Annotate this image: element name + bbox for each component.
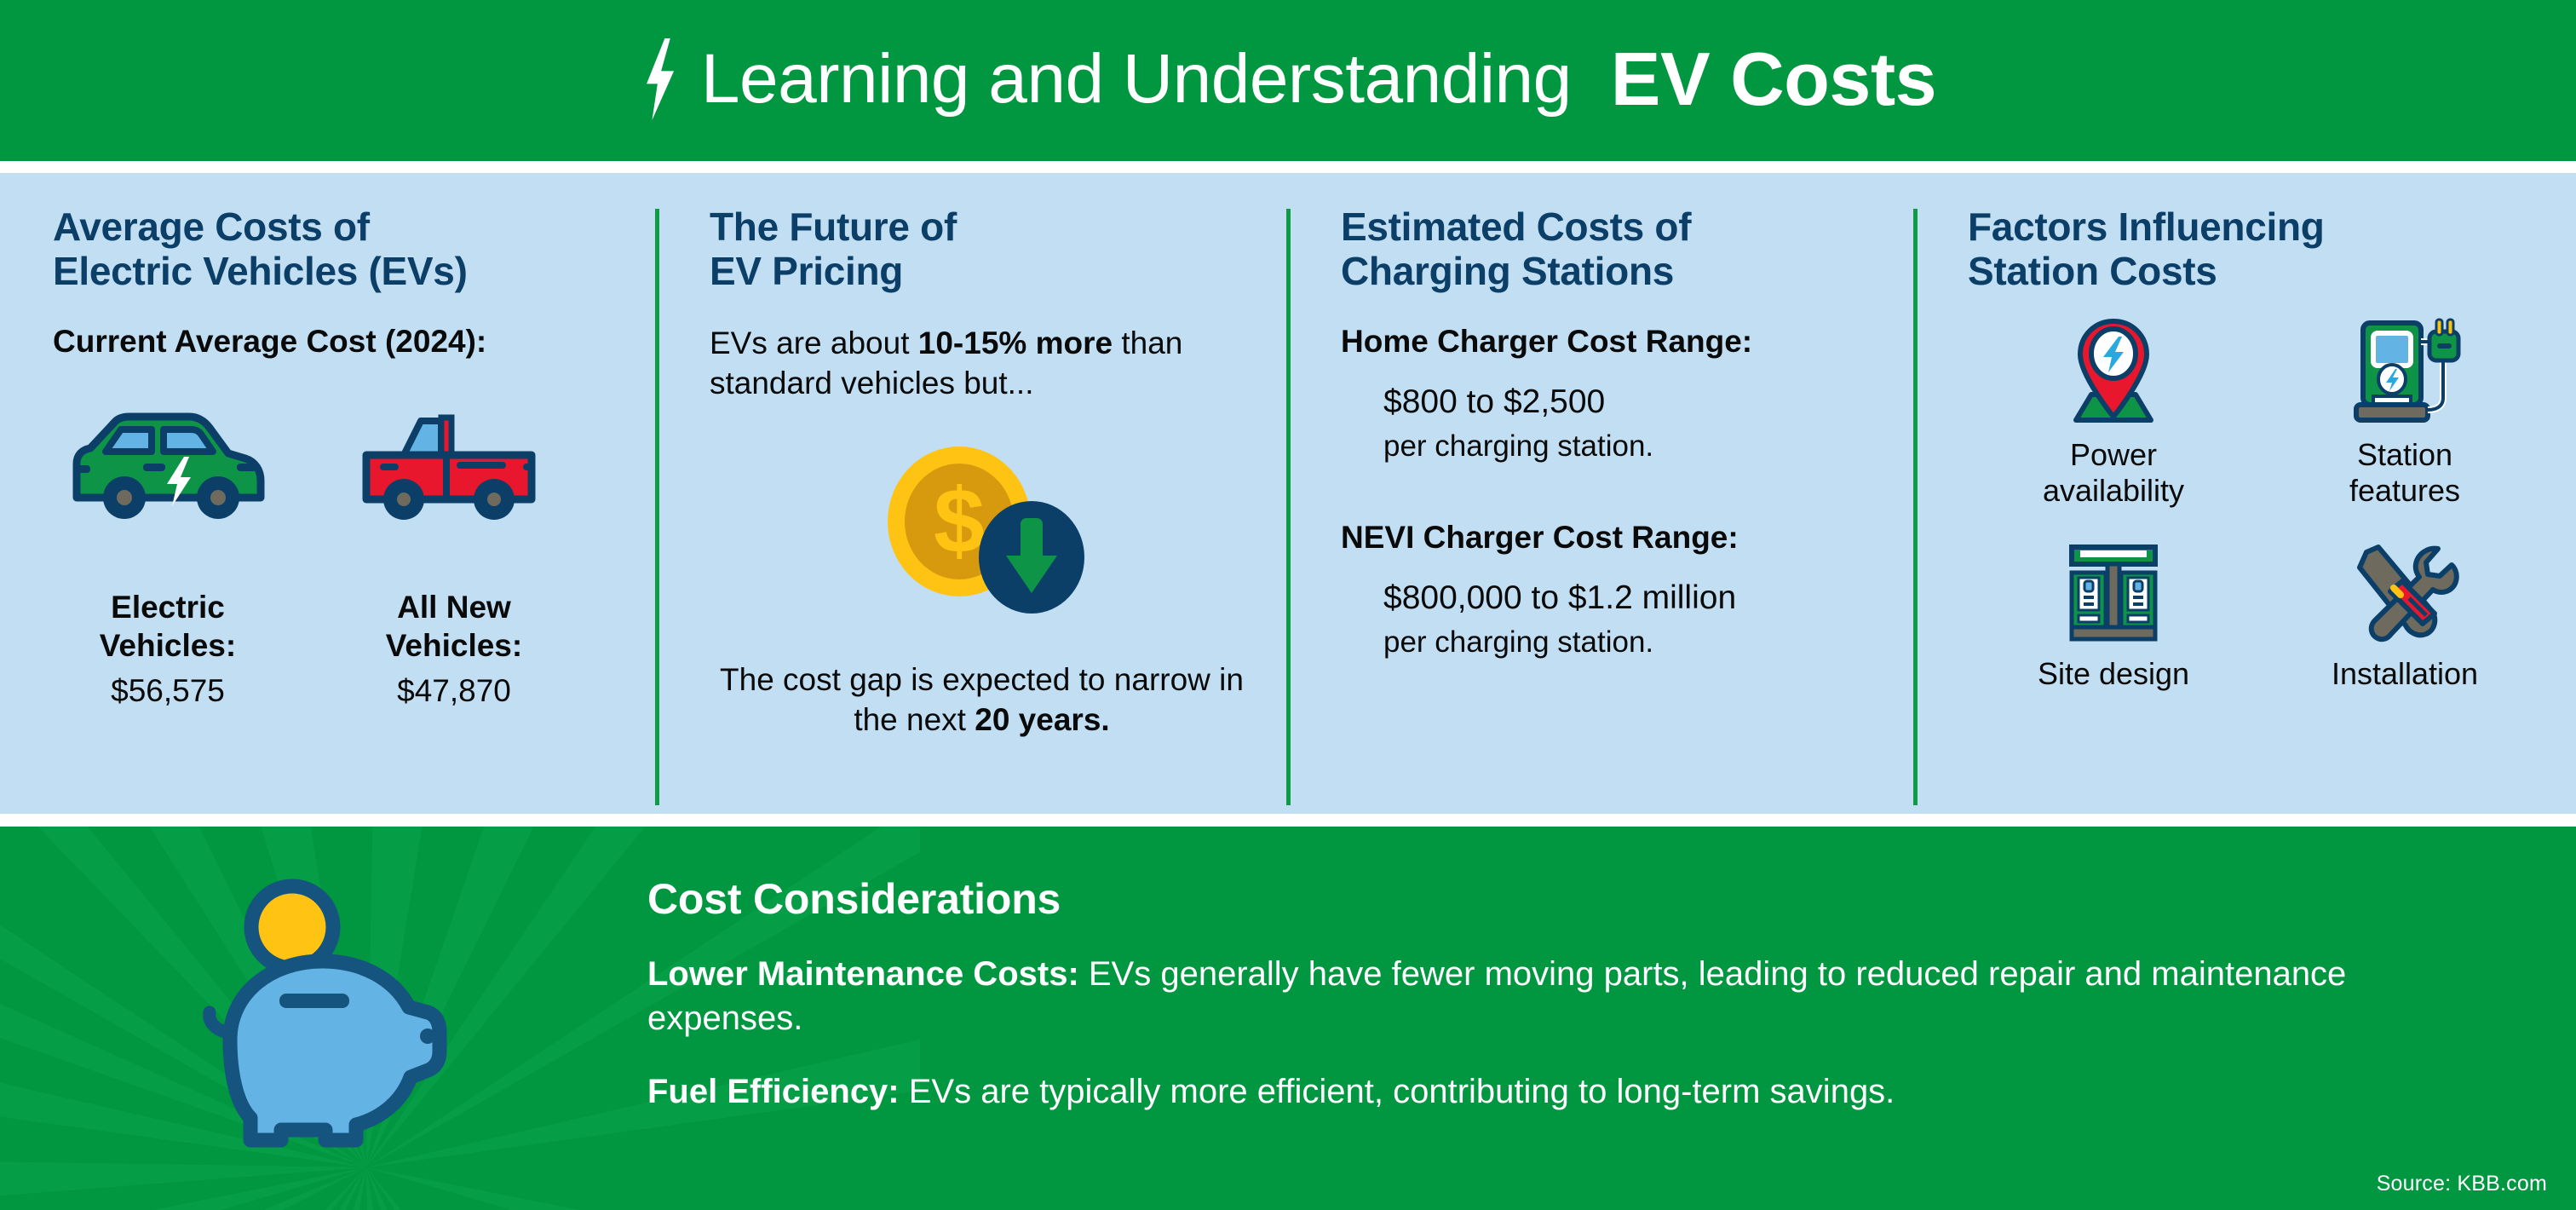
home-charger-amount: $800 to $2,500: [1383, 383, 1606, 421]
home-charger-per: per charging station.: [1383, 429, 1654, 464]
intro-prefix: EVs are about: [710, 325, 918, 360]
fuel-text: EVs are typically more efficient, contri…: [899, 1073, 1895, 1110]
all-new-vehicle-price: $47,870: [397, 673, 511, 709]
nevi-charger-amount: $800,000 to $1.2 million: [1383, 579, 1737, 617]
column-1-heading: Average Costs of Electric Vehicles (EVs): [53, 205, 468, 294]
factor-label-site-design: Site design: [2037, 656, 2190, 692]
lightning-bolt-icon: [646, 37, 674, 120]
vehicle-cell-all-new: All New Vehicles: $47,870: [339, 389, 569, 710]
column-divider-3: [1913, 209, 1918, 805]
factor-label-features: Station features: [2349, 436, 2461, 508]
page-title-light: Learning and Understanding: [700, 39, 1572, 118]
header-banner: Learning and Understanding EV Costs: [0, 0, 2576, 161]
nevi-charger-cost: $800,000 to $1.2 million per charging st…: [1341, 579, 1889, 662]
footer-title: Cost Considerations: [647, 875, 1061, 923]
column-station-cost-factors: Factors Influencing Station Costs Power …: [1915, 173, 2576, 814]
factor-site-design: Site design: [1968, 533, 2259, 692]
footer-paragraph-maintenance: Lower Maintenance Costs: EVs generally h…: [647, 952, 2474, 1040]
svg-text:$: $: [933, 469, 984, 572]
intro-suffix: than standard vehicles but...: [710, 325, 1183, 401]
maintenance-text: EVs generally have fewer moving parts, l…: [647, 955, 2347, 1037]
electric-vehicle-price: $56,575: [111, 673, 225, 709]
current-average-cost-label: Current Average Cost (2024):: [53, 323, 487, 359]
vehicle-cell-electric: Electric Vehicles: $56,575: [53, 389, 283, 710]
column-4-heading: Factors Influencing Station Costs: [1968, 205, 2325, 294]
ev-pricing-intro: EVs are about 10-15% more than standard …: [710, 323, 1254, 404]
coin-with-down-arrow-icon: $: [887, 446, 1084, 614]
home-charger-label: Home Charger Cost Range:: [1341, 323, 1753, 359]
source-attribution: Source: KBB.com: [2376, 1172, 2547, 1196]
factor-label-power: Power availability: [2042, 436, 2185, 508]
nevi-charger-label: NEVI Charger Cost Range:: [1341, 519, 1739, 555]
all-new-vehicle-label: All New Vehicles:: [385, 590, 523, 663]
footer-banner: Cost Considerations Lower Maintenance Co…: [0, 827, 2576, 1210]
map-pin-power-icon: [2073, 318, 2153, 423]
wrench-screwdriver-icon: [2357, 544, 2459, 642]
site-design-icon: [2069, 544, 2158, 642]
column-charging-station-costs: Estimated Costs of Charging Stations Hom…: [1288, 173, 1915, 814]
home-charger-cost: $800 to $2,500 per charging station.: [1341, 383, 1889, 466]
outro-bold: 20 years.: [975, 701, 1110, 737]
vehicle-comparison-row: Electric Vehicles: $56,575: [53, 389, 623, 710]
electric-vehicle-label: Electric Vehicles:: [99, 590, 237, 663]
factor-installation: Installation: [2259, 533, 2550, 692]
nevi-charger-per: per charging station.: [1383, 625, 1654, 660]
column-3-heading: Estimated Costs of Charging Stations: [1341, 205, 1692, 294]
factor-label-installation: Installation: [2331, 656, 2479, 692]
column-2-heading: The Future of EV Pricing: [710, 205, 957, 294]
ev-pricing-outro: The cost gap is expected to narrow in th…: [710, 660, 1254, 740]
maintenance-bold-label: Lower Maintenance Costs:: [647, 955, 1079, 993]
piggy-bank-icon: [203, 879, 447, 1148]
charging-station-icon: [2354, 318, 2461, 423]
column-average-costs: Average Costs of Electric Vehicles (EVs)…: [0, 173, 657, 814]
pickup-truck-icon: [362, 414, 536, 521]
column-future-pricing: The Future of EV Pricing EVs are about 1…: [657, 173, 1288, 814]
factor-power-availability: Power availability: [1968, 314, 2259, 509]
footer-paragraph-fuel: Fuel Efficiency: EVs are typically more …: [647, 1069, 2474, 1114]
outro-prefix: The cost gap is expected to narrow in th…: [720, 661, 1244, 737]
electric-suv-icon: [72, 412, 265, 520]
fuel-bold-label: Fuel Efficiency:: [647, 1073, 900, 1110]
main-panel: Average Costs of Electric Vehicles (EVs)…: [0, 173, 2576, 814]
intro-bold: 10-15% more: [917, 325, 1113, 360]
page-title-bold: EV Costs: [1610, 36, 1937, 121]
factor-station-features: Station features: [2259, 314, 2550, 509]
column-divider-2: [1286, 209, 1291, 805]
column-divider-1: [655, 209, 659, 805]
